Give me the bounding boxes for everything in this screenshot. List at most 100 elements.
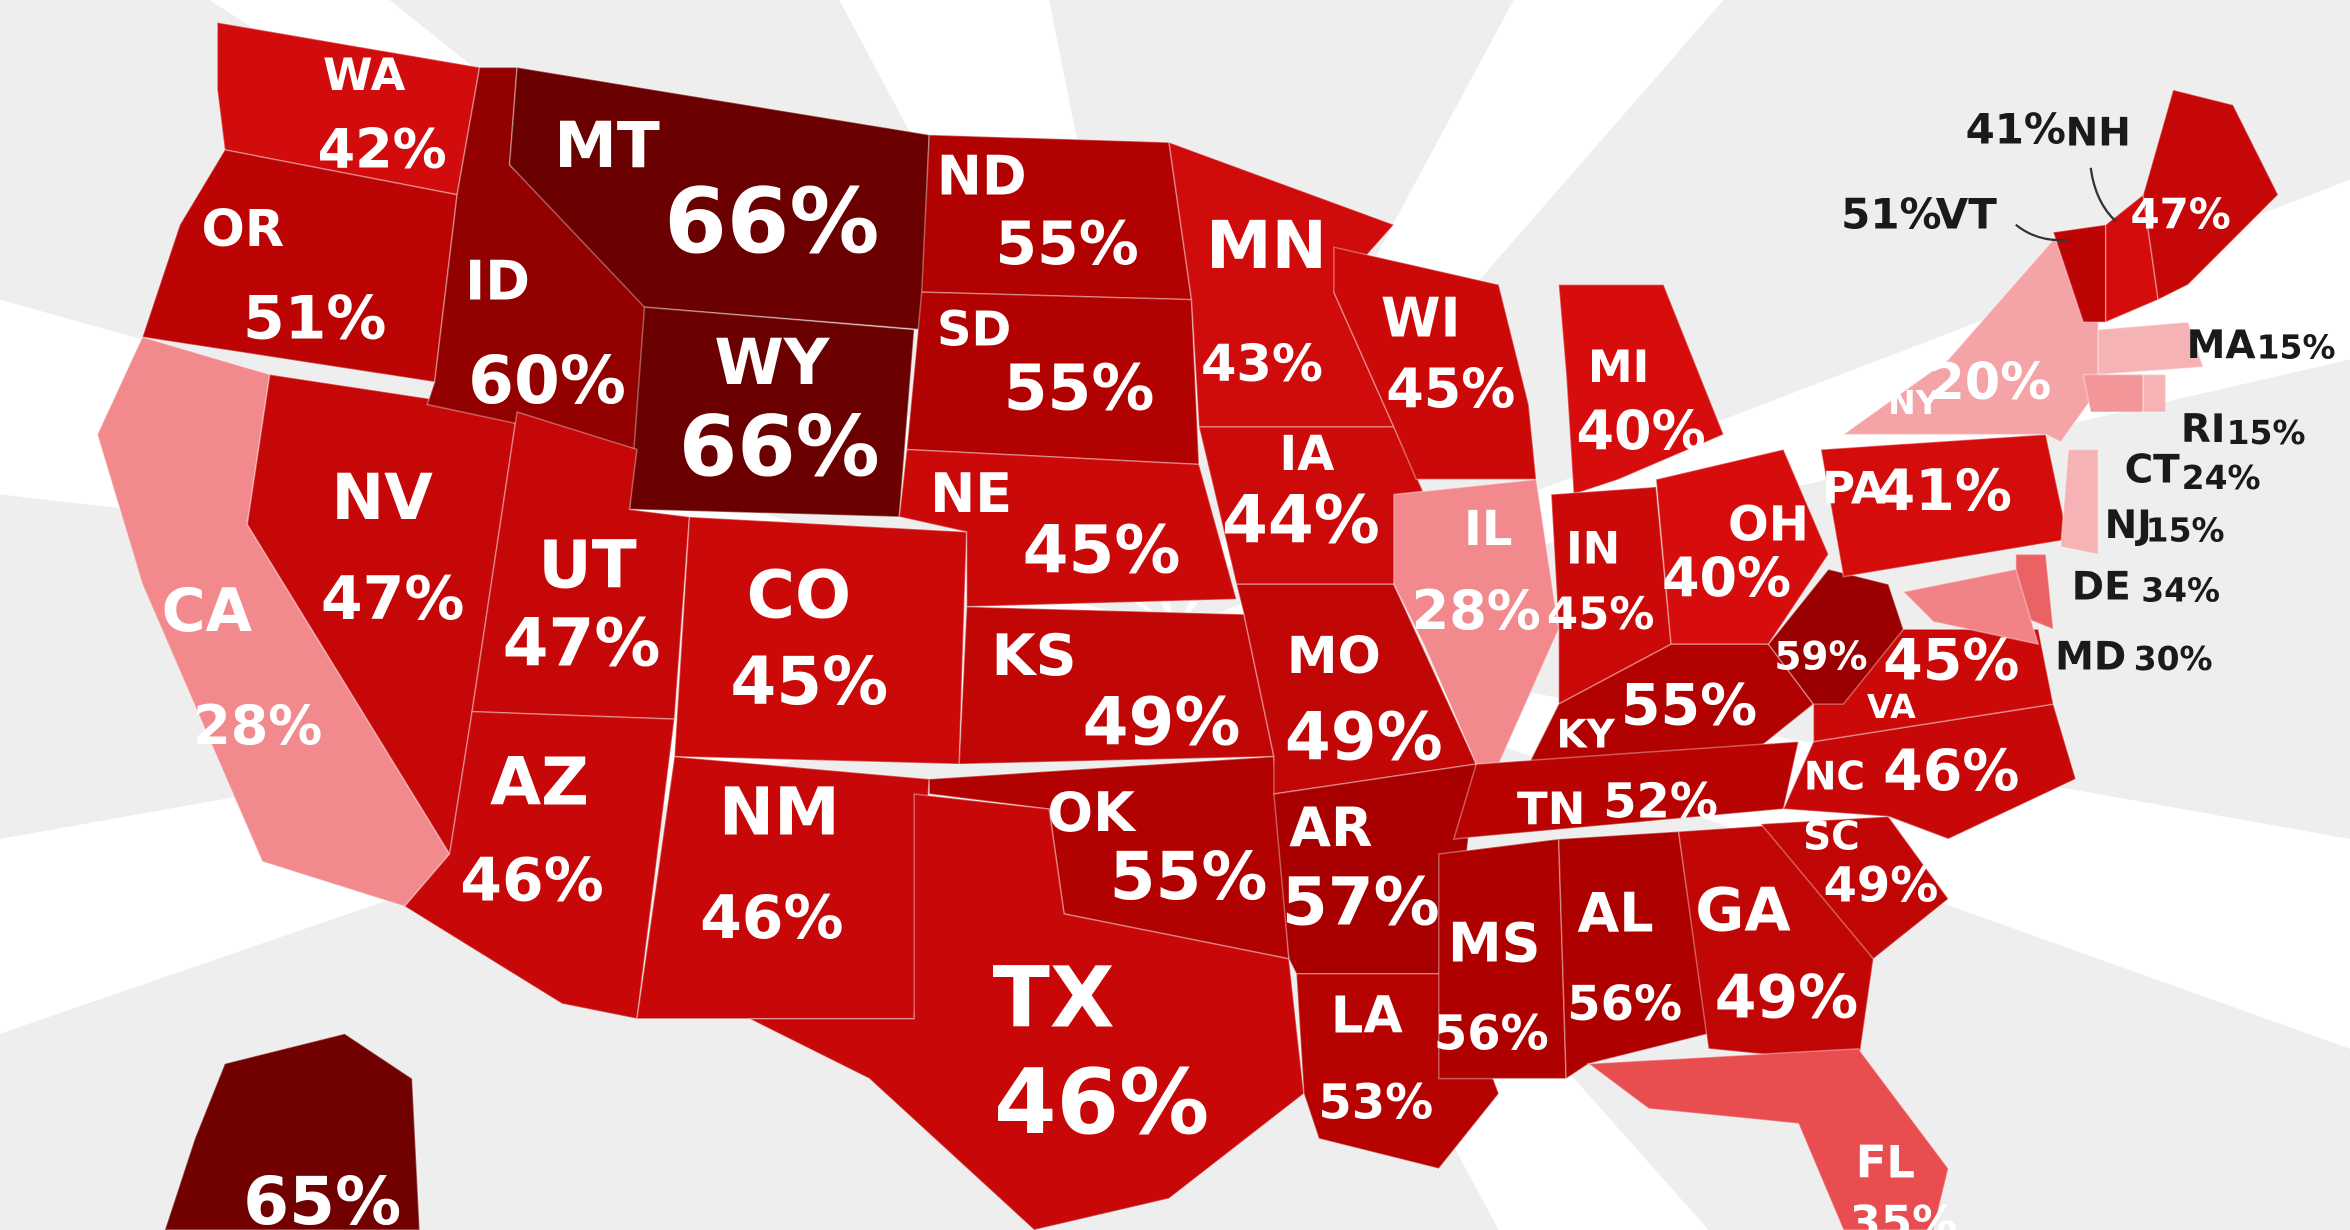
state-abbr: WA [323,48,406,101]
value-label: 49% [1083,684,1241,761]
value-label: 57% [1282,863,1440,940]
value-label: 49% [1285,699,1443,776]
value-label: 44% [1222,481,1380,558]
value-label: 45% [1386,357,1515,420]
value-label: 41% [1876,458,2012,524]
state-abbr: WY [714,326,830,399]
state-abbr: KY [1556,713,1615,758]
state [2097,321,2205,376]
state-abbr: TX [993,949,1115,1047]
state-abbr: OH [1728,496,1809,552]
value-label: 43% [1201,335,1323,394]
value-label: 34% [2141,570,2220,609]
state-abbr: NM [719,774,840,851]
state-abbr: NV [331,461,433,534]
value-label: 55% [1110,838,1268,915]
state [2142,373,2167,413]
value-label: 45% [1547,587,1655,640]
value-label: 47% [321,564,464,634]
value-label: 46% [700,883,843,953]
state-abbr: MA [2187,323,2256,368]
state-abbr: GA [1695,875,1791,945]
value-label: 49% [1715,962,1858,1032]
state [673,516,968,765]
value-label: 47% [2130,190,2230,239]
state-abbr: NH [2066,110,2131,155]
value-label: 45% [730,643,888,720]
value-label: 55% [1621,672,1757,738]
state-abbr: MT [554,109,660,182]
value-label: 59% [1774,635,1867,680]
state [1586,1047,1950,1230]
arrow [2089,167,2117,223]
state-abbr: VT [1936,190,1997,239]
value-label: 49% [1824,857,1939,913]
value-label: 35% [1850,1196,1958,1230]
state-abbr: MO [1287,627,1381,686]
state-abbr: SD [937,302,1011,358]
state-abbr: ID [465,249,530,312]
state [1557,283,1725,496]
value-label: 46% [1883,738,2019,804]
state [1333,246,1538,481]
value-label: 46% [460,846,603,916]
state-abbr: LA [1331,987,1403,1046]
state-abbr: NC [1804,755,1865,800]
state-abbr: IN [1566,521,1620,574]
callout-arrows [2015,167,2117,242]
state-abbr: UT [538,526,637,603]
value-label: 52% [1603,774,1718,830]
labels: WA42%OR51%CA28%NV47%ID60%MT66%WY66%UT47%… [162,48,2336,1230]
value-label: 20% [1929,353,2051,412]
state-abbr: MD [2055,635,2126,680]
state-abbr: MS [1448,911,1541,974]
state-abbr: NE [930,462,1012,525]
state-abbr: AR [1289,796,1372,859]
state-abbr: IA [1279,426,1334,482]
state-abbr: AL [1578,882,1654,945]
state [1901,568,2040,646]
state-abbr: MI [1588,340,1649,393]
state-abbr: NY [1888,383,1941,422]
state [141,148,458,383]
value-label: 15% [2227,413,2306,452]
value-label: 51% [243,284,386,354]
state-abbr: CO [747,556,851,633]
value-label: 66% [664,170,879,274]
value-label: 46% [994,1051,1209,1155]
state-abbr: OR [202,200,285,259]
value-label: 28% [193,694,322,757]
state [2082,373,2144,413]
state-abbr: NJ [2105,503,2152,548]
value-label: 15% [2257,328,2336,367]
state [1655,448,1830,645]
value-label: 56% [1567,976,1682,1032]
value-label: 55% [1004,352,1155,425]
state [508,66,930,331]
state [2059,448,2099,556]
state-abbr: IL [1464,501,1512,557]
state-abbr: SC [1803,814,1860,859]
state-abbr: DE [2072,564,2131,609]
value-label: 65% [243,1163,401,1230]
state-abbr: WI [1381,287,1461,350]
value-label: 47% [503,604,661,681]
state [1759,815,1950,960]
state-abbr: ND [937,144,1027,207]
value-label: 40% [1662,546,1791,609]
state [1767,568,1905,705]
state-abbr: CA [162,576,253,646]
state [2142,88,2279,301]
state [1557,830,1710,1081]
state-abbr: FL [1856,1136,1915,1189]
arrow [2015,223,2069,242]
states [96,21,2279,1230]
value-label: 40% [1577,399,1706,462]
value-label: 45% [1883,627,2019,693]
state-abbr: PA [1822,461,1886,514]
value-label: 41% [1966,104,2066,153]
state-abbr: RI [2181,407,2225,452]
value-label: 53% [1318,1075,1433,1131]
